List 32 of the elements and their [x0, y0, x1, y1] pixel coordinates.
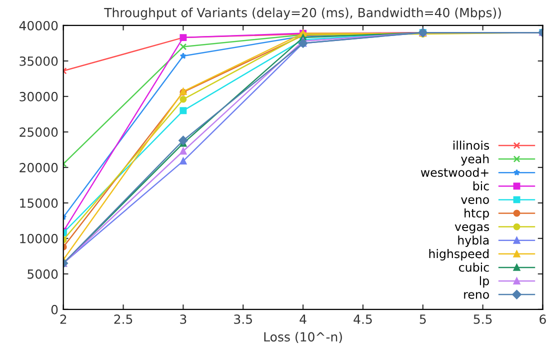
y-tick-label: 15000	[20, 198, 58, 208]
x-tick-label: 3	[180, 314, 186, 324]
x-tick-label: 3.5	[234, 314, 252, 324]
y-tick-label: 35000	[20, 56, 58, 66]
x-tick-label: 6	[540, 314, 546, 324]
legend-label: yeah	[460, 154, 489, 166]
y-tick-label: 10000	[20, 234, 58, 244]
x-tick-label: 4	[300, 314, 306, 324]
legend-label: highspeed	[429, 249, 489, 260]
x-tick-label: 5	[420, 314, 426, 324]
legend-label: cubic	[459, 262, 489, 272]
legend-label: illinois	[453, 140, 490, 150]
legend-label: lp	[480, 276, 489, 288]
legend-label: hybla	[458, 236, 489, 247]
legend-label: htcp	[464, 208, 489, 220]
legend-label: veno	[461, 197, 489, 204]
chart-title: Throughput of Variants (delay=20 (ms), Bandwidth=40 (Mbps))	[104, 8, 501, 20]
legend-label: westwood+	[420, 168, 488, 177]
legend-label: reno	[464, 292, 489, 299]
x-tick-label: 2.5	[114, 314, 132, 324]
x-tick-label: 4.5	[354, 314, 372, 324]
y-tick-label: 0	[51, 304, 58, 314]
y-tick-label: 40000	[19, 20, 58, 30]
y-tick-label: 5000	[28, 269, 58, 279]
y-tick-label: 30000	[20, 92, 58, 102]
y-tick-label: 25000	[20, 127, 58, 137]
x-axis-title: Loss (10^-n)	[264, 332, 342, 344]
x-tick-label: 2	[60, 314, 66, 324]
legend-label: bic	[473, 181, 489, 190]
legend-label: vegas	[454, 224, 490, 234]
y-tick-label: 20000	[20, 162, 58, 172]
x-tick-label: 5.5	[474, 314, 492, 324]
